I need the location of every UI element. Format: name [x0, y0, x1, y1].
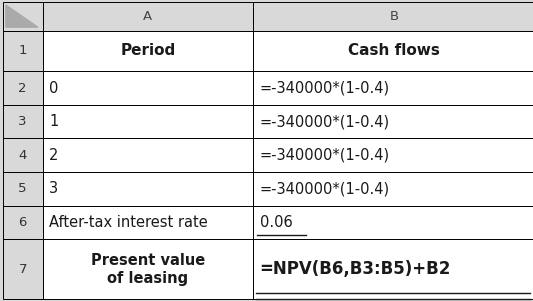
- Bar: [3, 71, 43, 105]
- Bar: [3, 2, 43, 31]
- Text: 1: 1: [49, 114, 58, 129]
- Bar: [43, 105, 253, 138]
- Text: After-tax interest rate: After-tax interest rate: [49, 215, 208, 230]
- Bar: [43, 206, 253, 239]
- Text: Cash flows: Cash flows: [349, 43, 440, 58]
- Text: 2: 2: [19, 82, 27, 95]
- Bar: [3, 206, 43, 239]
- Bar: [43, 2, 253, 31]
- Bar: [43, 138, 253, 172]
- Text: 6: 6: [19, 216, 27, 229]
- Text: B: B: [390, 10, 399, 23]
- Bar: [253, 31, 533, 71]
- Bar: [253, 172, 533, 206]
- Text: =-340000*(1-0.4): =-340000*(1-0.4): [260, 148, 390, 163]
- Text: 7: 7: [19, 263, 27, 276]
- Bar: [3, 105, 43, 138]
- Text: Present value
of leasing: Present value of leasing: [91, 253, 205, 286]
- Bar: [43, 172, 253, 206]
- Text: 3: 3: [19, 115, 27, 128]
- Bar: [3, 31, 43, 71]
- Bar: [253, 206, 533, 239]
- Bar: [43, 31, 253, 71]
- Polygon shape: [6, 5, 38, 27]
- Text: =NPV(B6,B3:B5)+B2: =NPV(B6,B3:B5)+B2: [260, 260, 451, 278]
- Bar: [253, 138, 533, 172]
- Text: 5: 5: [19, 182, 27, 195]
- Bar: [253, 105, 533, 138]
- Bar: [3, 138, 43, 172]
- Bar: [43, 71, 253, 105]
- Text: =-340000*(1-0.4): =-340000*(1-0.4): [260, 114, 390, 129]
- Bar: [3, 239, 43, 299]
- Bar: [253, 71, 533, 105]
- Text: 1: 1: [19, 45, 27, 57]
- Text: =-340000*(1-0.4): =-340000*(1-0.4): [260, 182, 390, 197]
- Text: 0: 0: [49, 81, 59, 95]
- Text: 2: 2: [49, 148, 59, 163]
- Text: 0.06: 0.06: [260, 215, 292, 230]
- Bar: [3, 172, 43, 206]
- Text: Period: Period: [120, 43, 175, 58]
- Text: =-340000*(1-0.4): =-340000*(1-0.4): [260, 81, 390, 95]
- Text: A: A: [143, 10, 152, 23]
- Bar: [253, 239, 533, 299]
- Text: 3: 3: [49, 182, 58, 197]
- Bar: [253, 2, 533, 31]
- Text: 4: 4: [19, 149, 27, 162]
- Bar: [43, 239, 253, 299]
